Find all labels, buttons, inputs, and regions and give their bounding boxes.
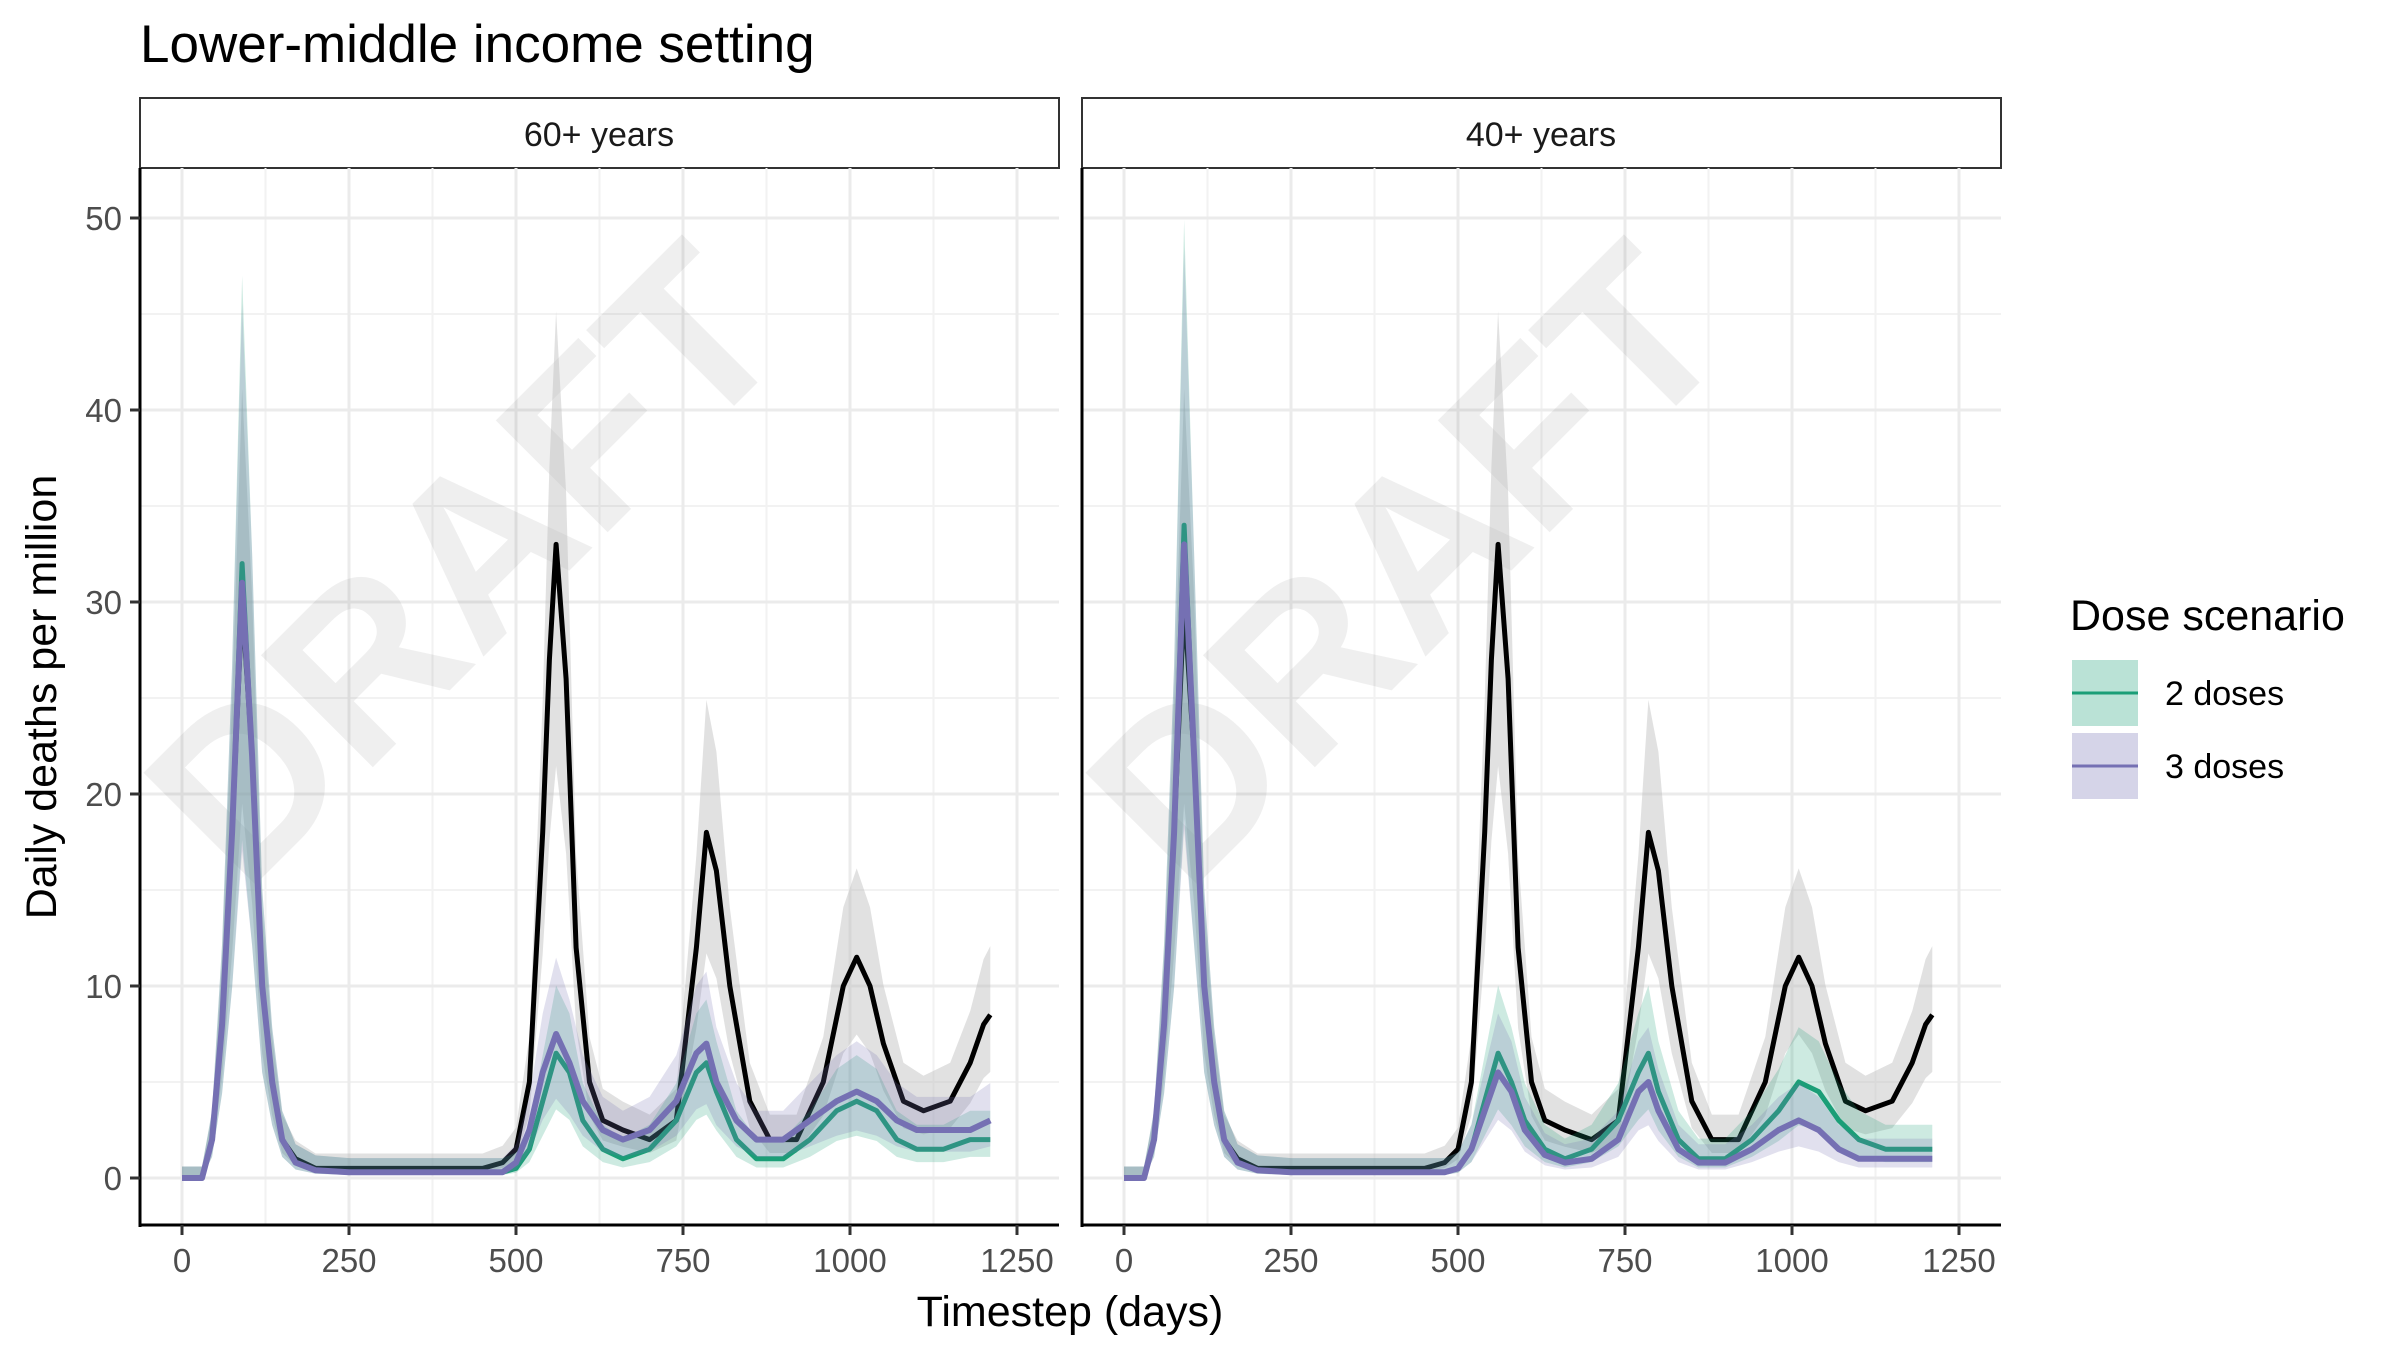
x-axis-title: Timestep (days) [917, 1288, 1224, 1336]
x-tick-label: 750 [655, 1242, 710, 1279]
legend-label-2-doses: 2 doses [2165, 675, 2284, 713]
axes: 0 250 500 750 1000 1250 0 10 20 30 40 50 [85, 168, 1059, 1279]
series-layer [182, 275, 993, 1181]
line-three_doses [1124, 541, 1933, 1181]
x-tick-label: 250 [321, 1242, 376, 1279]
panel-60-plus: 60+ years DRAFT 0 250 500 750 1000 1250010203… [85, 97, 1060, 1279]
legend-item-3-doses: 3 doses [2072, 733, 2284, 799]
x-tick-label: 1250 [1922, 1242, 1995, 1279]
y-tick-label: 10 [85, 968, 122, 1005]
x-tick-label: 0 [173, 1242, 191, 1279]
x-tick-label: 1000 [1755, 1242, 1828, 1279]
series-layer [1124, 219, 1935, 1181]
axes: 0 250 500 750 1000 1250 [1080, 168, 2001, 1279]
legend: Dose scenario 2 doses 3 doses [2070, 592, 2345, 799]
chart-title: Lower-middle income setting [140, 15, 815, 74]
y-tick-label: 40 [85, 392, 122, 429]
band-baseline [1124, 311, 1933, 1178]
y-tick-label: 20 [85, 776, 122, 813]
strip-background [139, 97, 1060, 169]
y-tick-label: 30 [85, 584, 122, 621]
x-tick-label: 500 [488, 1242, 543, 1279]
legend-item-2-doses: 2 doses [2072, 660, 2284, 726]
x-tick-label: 1000 [813, 1242, 886, 1279]
y-tick-label: 50 [85, 200, 122, 237]
strip-label-60-plus: 60+ years [524, 116, 674, 154]
x-tick-label: 750 [1597, 1242, 1652, 1279]
x-tick-label: 250 [1263, 1242, 1318, 1279]
y-tick-label: 0 [104, 1160, 122, 1197]
legend-label-3-doses: 3 doses [2165, 748, 2284, 786]
band-baseline [182, 311, 991, 1178]
panel-40-plus: 40+ years DRAFT 0 250 500 750 1000 1250 [1039, 97, 2002, 1279]
x-tick-label: 500 [1430, 1242, 1485, 1279]
x-tick-label: 1250 [980, 1242, 1053, 1279]
y-axis-title: Daily deaths per million [18, 475, 66, 920]
grid-lines [1082, 168, 2001, 1225]
x-tick-label: 0 [1115, 1242, 1133, 1279]
grid-lines [140, 168, 1059, 1225]
strip-label-40-plus: 40+ years [1466, 116, 1616, 154]
line-three_doses [182, 579, 992, 1181]
strip-background [1081, 97, 2002, 169]
legend-title: Dose scenario [2070, 592, 2345, 640]
